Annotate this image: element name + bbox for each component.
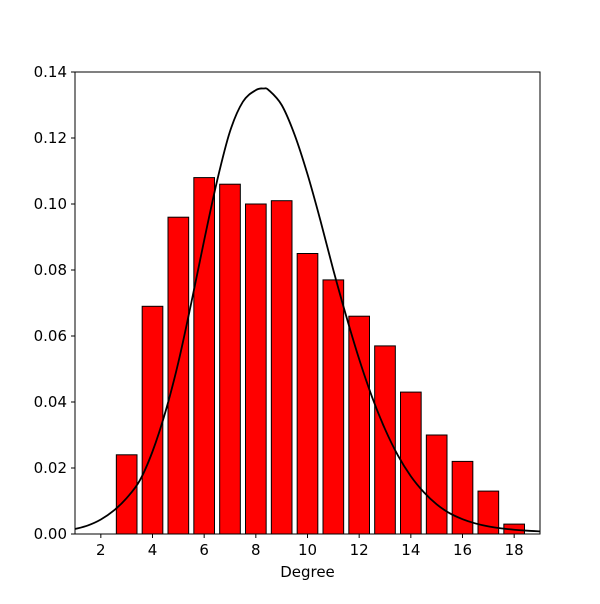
x-axis-label: Degree [280,563,335,581]
bar [348,315,371,535]
x-tick-label: 16 [453,541,472,559]
bar [193,177,215,535]
bar [167,216,190,535]
bar [219,183,241,535]
bar [374,345,396,535]
y-tick-label: 0.10 [34,195,67,213]
x-tick-label: 8 [251,541,261,559]
density-curve [74,87,541,533]
y-tick-label: 0.02 [34,459,67,477]
bar [425,434,448,535]
y-tick-label: 0.00 [34,525,67,543]
x-axis: 2 4 6 8 10 12 14 16 18 [96,534,524,559]
y-axis: 0.00 0.02 0.04 0.06 0.08 0.10 0.12 0.14 [34,63,75,543]
bar [115,454,138,535]
y-tick-label: 0.12 [34,129,67,147]
bar [270,200,293,535]
y-tick-label: 0.04 [34,393,67,411]
y-tick-label: 0.06 [34,327,67,345]
bar [245,203,267,535]
bar [141,305,164,535]
x-tick-label: 18 [505,541,524,559]
x-tick-label: 6 [199,541,209,559]
y-tick-label: 0.14 [34,63,67,81]
x-tick-label: 10 [298,541,317,559]
x-tick-label: 12 [350,541,369,559]
bar [400,391,422,535]
x-tick-label: 2 [96,541,106,559]
y-tick-label: 0.08 [34,261,67,279]
x-tick-label: 4 [148,541,158,559]
bar [322,279,345,535]
bar [296,253,319,535]
bar [451,460,474,535]
x-tick-label: 14 [401,541,420,559]
